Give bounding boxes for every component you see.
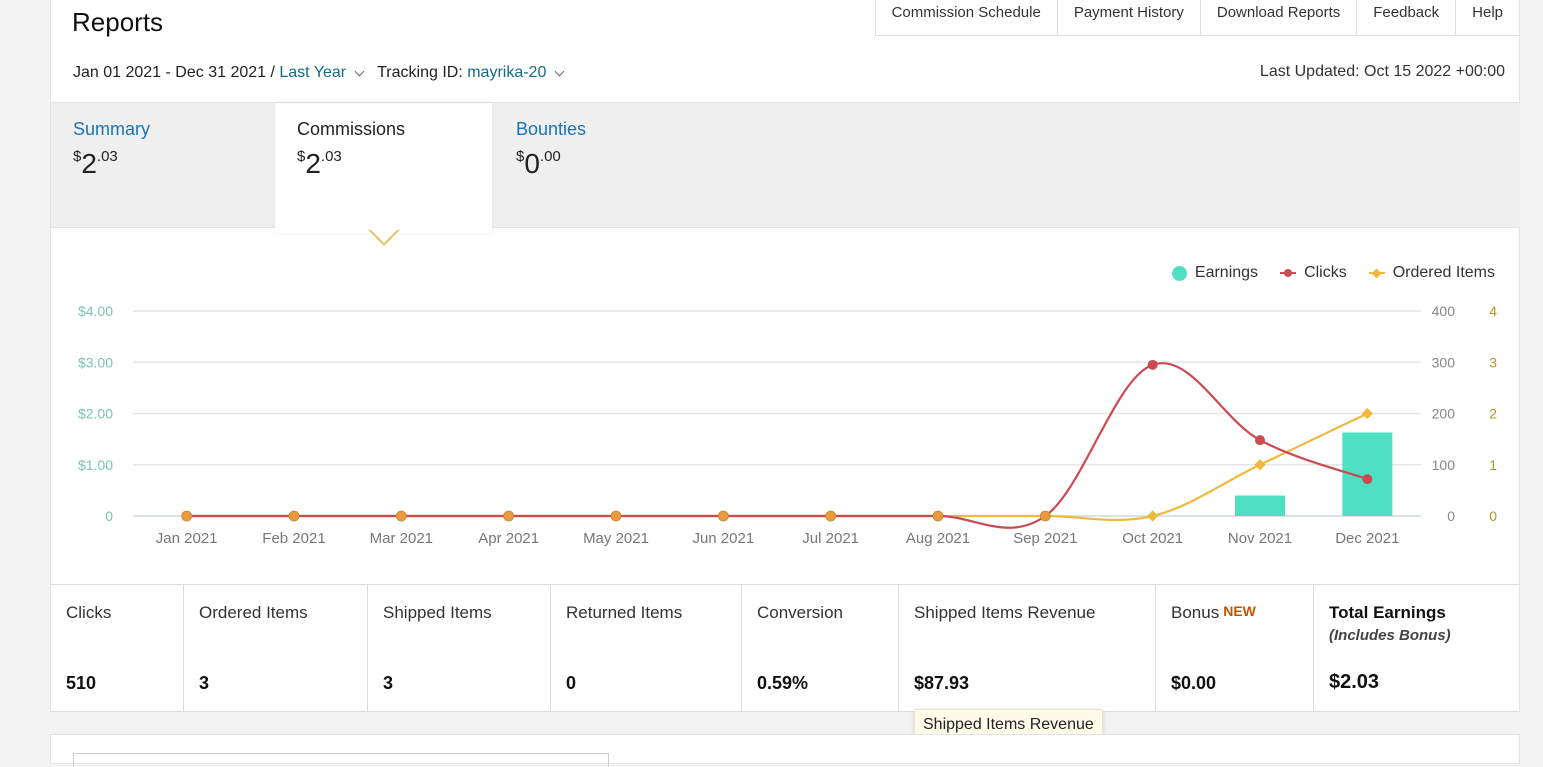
- clicks-point: [1255, 435, 1265, 446]
- left-axis-tick: $2.00: [78, 406, 113, 422]
- chevron-down-icon[interactable]: [354, 66, 365, 76]
- items-axis-tick: 2: [1489, 406, 1497, 422]
- chart-legend: Earnings Clicks Ordered Items: [1171, 264, 1495, 282]
- x-axis-tick: Oct 2021: [1122, 530, 1183, 547]
- x-axis-tick: Mar 2021: [370, 530, 433, 547]
- x-axis-tick: Sep 2021: [1013, 530, 1077, 547]
- metric-clicks: Clicks 510: [51, 585, 184, 712]
- clicks-point: [932, 510, 944, 522]
- earnings-bar: [1235, 495, 1285, 516]
- tracking-id-dropdown[interactable]: mayrika-20: [467, 64, 547, 81]
- earnings-chart: 0 0 0 $1.00 100 1 $2.00 200 2 $3.00 300 3 $4.00 400 4 J…: [78, 303, 1497, 547]
- tracking-label: Tracking ID:: [377, 64, 463, 81]
- items-axis-tick: 1: [1489, 457, 1497, 473]
- nav-download-reports[interactable]: Download Reports: [1201, 0, 1358, 36]
- metric-shipped-items: Shipped Items 3: [368, 585, 551, 712]
- nav-feedback[interactable]: Feedback: [1357, 0, 1457, 36]
- x-axis-tick: Aug 2021: [906, 530, 970, 547]
- legend-clicks[interactable]: Clicks: [1280, 264, 1347, 282]
- metric-shipped-items-revenue[interactable]: Shipped Items Revenue $87.93: [899, 585, 1156, 712]
- x-axis-tick: Apr 2021: [478, 530, 539, 547]
- nav-commission-schedule[interactable]: Commission Schedule: [876, 0, 1058, 36]
- clicks-point: [1362, 474, 1373, 485]
- tab-bounties-amount: $0.00: [516, 147, 561, 179]
- left-axis-tick: $4.00: [78, 303, 113, 319]
- clicks-point: [181, 510, 193, 522]
- clicks-point: [288, 510, 300, 522]
- nav-help[interactable]: Help: [1472, 4, 1503, 21]
- x-axis-tick: Nov 2021: [1228, 530, 1292, 547]
- metric-returned-items: Returned Items 0: [551, 585, 742, 712]
- filter-bar: Jan 01 2021 - Dec 31 2021 / Last Year Tr…: [73, 64, 571, 82]
- metric-total-earnings: Total Earnings (Includes Bonus) $2.03: [1329, 603, 1451, 693]
- clicks-line-icon: [1280, 269, 1297, 277]
- top-nav: Commission Schedule Payment History Down…: [874, 0, 1519, 36]
- tab-summary-amount: $2.03: [73, 147, 118, 179]
- tab-bounties[interactable]: Bounties $0.00: [494, 103, 718, 229]
- period-dropdown[interactable]: Last Year: [279, 64, 347, 81]
- tab-commissions[interactable]: Commissions $2.03: [275, 103, 492, 233]
- clicks-point: [610, 510, 622, 522]
- clicks-point: [1039, 510, 1051, 522]
- clicks-axis-tick: 300: [1432, 354, 1456, 370]
- clicks-point: [1147, 359, 1158, 370]
- new-badge: NEW: [1223, 603, 1256, 619]
- metric-ordered-items: Ordered Items 3: [184, 585, 368, 712]
- clicks-axis-tick: 200: [1432, 406, 1456, 422]
- active-tab-pointer-icon: [368, 229, 400, 246]
- ordered-items-point: [1254, 459, 1266, 471]
- x-axis-tick: Dec 2021: [1335, 530, 1399, 547]
- tab-bounties-label: Bounties: [516, 119, 587, 139]
- nav-payment-history[interactable]: Payment History: [1058, 0, 1201, 36]
- x-axis-tick: Jul 2021: [802, 530, 859, 547]
- metric-conversion: Conversion 0.59%: [742, 585, 899, 712]
- x-axis-tick: May 2021: [583, 530, 649, 547]
- x-axis-tick: Jun 2021: [692, 530, 754, 547]
- legend-earnings[interactable]: Earnings: [1171, 264, 1258, 282]
- report-tabs: Summary $2.03 Commissions $2.03 Bounties…: [51, 102, 1520, 233]
- items-axis-tick: 0: [1489, 508, 1497, 524]
- x-axis-tick: Jan 2021: [156, 530, 218, 547]
- left-axis-tick: $3.00: [78, 354, 113, 370]
- ordered-items-point: [1147, 510, 1159, 522]
- ordered-items-line-icon: [1368, 272, 1385, 274]
- date-range: Jan 01 2021 - Dec 31 2021 /: [73, 64, 275, 81]
- tab-summary[interactable]: Summary $2.03: [51, 103, 275, 229]
- ordered-items-line: [186, 412, 1368, 522]
- earnings-dot-icon: [1171, 265, 1187, 281]
- ordered-items-point: [1361, 407, 1373, 420]
- page-title: Reports: [72, 7, 164, 37]
- legend-ordered-items[interactable]: Ordered Items: [1368, 264, 1495, 282]
- metric-bonus: Bonus NEW $0.00: [1156, 585, 1314, 712]
- chevron-down-icon[interactable]: [554, 66, 565, 76]
- clicks-point: [503, 510, 515, 522]
- clicks-point: [825, 510, 837, 522]
- metrics-row: Clicks 510 Ordered Items 3 Shipped Items…: [51, 584, 1520, 712]
- left-axis-tick: 0: [105, 508, 113, 524]
- clicks-axis-tick: 100: [1432, 457, 1456, 473]
- reports-panel: Reports Commission Schedule Payment Hist…: [50, 0, 1520, 712]
- bottom-card: [50, 734, 1520, 767]
- clicks-point: [395, 510, 407, 522]
- clicks-axis-tick: 400: [1432, 303, 1456, 319]
- items-axis-tick: 4: [1489, 303, 1497, 319]
- left-axis-tick: $1.00: [78, 457, 113, 473]
- tab-commissions-amount: $2.03: [297, 147, 342, 179]
- bottom-tabs: [73, 753, 609, 767]
- clicks-axis-tick: 0: [1447, 508, 1455, 524]
- tab-commissions-label: Commissions: [297, 119, 406, 139]
- clicks-point: [717, 510, 729, 522]
- x-axis-tick: Feb 2021: [262, 530, 325, 547]
- items-axis-tick: 3: [1489, 354, 1497, 370]
- tab-summary-label: Summary: [73, 119, 151, 139]
- last-updated: Last Updated: Oct 15 2022 +00:00: [1259, 63, 1505, 80]
